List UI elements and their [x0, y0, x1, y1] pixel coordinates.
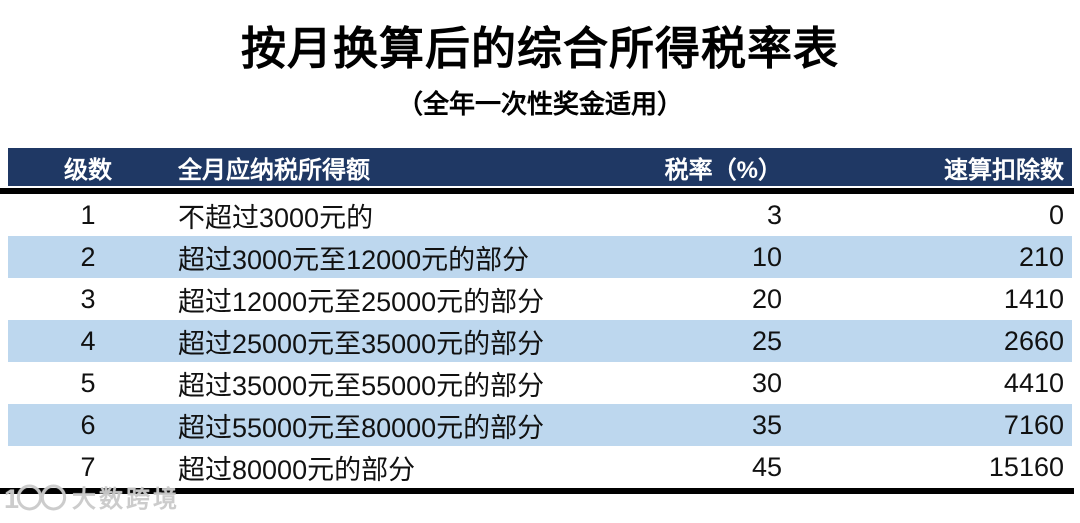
row-deduction: 0 [1048, 199, 1064, 230]
row-level: 4 [80, 325, 96, 356]
row-level: 1 [80, 199, 96, 230]
row-rate: 30 [751, 367, 782, 398]
table-row: 4 超过25000元至35000元的部分 25 2660 [8, 320, 1072, 362]
col-header-level: 级数 [64, 156, 112, 184]
row-rate: 45 [751, 451, 782, 482]
col-header-rate: 税率（%） [664, 156, 782, 184]
row-level: 3 [80, 283, 96, 314]
row-income: 超过12000元至25000元的部分 [178, 286, 545, 317]
row-income: 不超过3000元的 [178, 202, 374, 233]
page-subtitle: （全年一次性奖金适用） [396, 88, 683, 119]
page-title: 按月换算后的综合所得税率表 [240, 23, 839, 74]
row-rate: 25 [751, 325, 782, 356]
row-level: 2 [80, 241, 96, 272]
table-row: 7 超过80000元的部分 45 15160 [8, 446, 1072, 488]
row-rate: 10 [751, 241, 782, 272]
row-level: 5 [80, 367, 96, 398]
table-bottom-rule [0, 488, 1074, 494]
row-deduction: 7160 [1003, 409, 1064, 440]
table-row: 5 超过35000元至55000元的部分 30 4410 [8, 362, 1072, 404]
header-divider-rule [0, 188, 1074, 194]
row-deduction: 15160 [988, 451, 1064, 482]
row-rate: 20 [751, 283, 782, 314]
row-deduction: 1410 [1003, 283, 1064, 314]
row-income: 超过35000元至55000元的部分 [178, 370, 545, 401]
row-rate: 35 [751, 409, 782, 440]
row-income: 超过3000元至12000元的部分 [178, 244, 530, 275]
row-income: 超过25000元至35000元的部分 [178, 328, 545, 359]
table-row: 3 超过12000元至25000元的部分 20 1410 [8, 278, 1072, 320]
tax-rate-table: 级数 全月应纳税所得额 税率（%） 速算扣除数 1 不超过3000元的 3 0 2 超过3… [0, 148, 1074, 494]
row-income: 超过55000元至80000元的部分 [178, 412, 545, 443]
row-deduction: 210 [1018, 241, 1064, 272]
row-income: 超过80000元的部分 [178, 454, 416, 485]
table-row: 6 超过55000元至80000元的部分 35 7160 [8, 404, 1072, 446]
table-row: 1 不超过3000元的 3 0 [8, 194, 1072, 236]
col-header-deduction: 速算扣除数 [944, 156, 1064, 184]
row-level: 7 [80, 451, 96, 482]
table-row: 2 超过3000元至12000元的部分 10 210 [8, 236, 1072, 278]
row-rate: 3 [766, 199, 782, 230]
row-deduction: 4410 [1003, 367, 1064, 398]
row-level: 6 [80, 409, 96, 440]
row-deduction: 2660 [1003, 325, 1064, 356]
col-header-income: 全月应纳税所得额 [178, 156, 370, 184]
table-header-row: 级数 全月应纳税所得额 税率（%） 速算扣除数 [8, 148, 1072, 186]
